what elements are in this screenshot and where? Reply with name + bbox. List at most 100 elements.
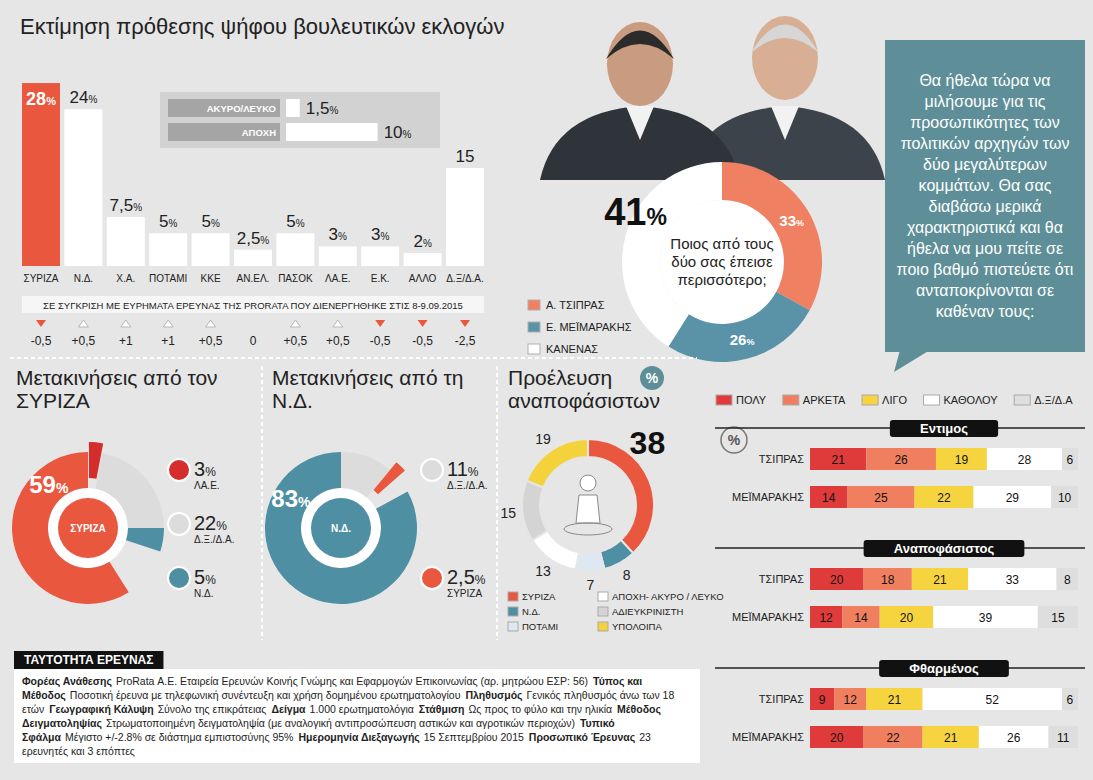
- comparison-strip: [22, 296, 484, 313]
- label-main: 33: [779, 212, 796, 229]
- label-unit: %: [298, 494, 311, 510]
- data-label: 20: [830, 731, 844, 745]
- data-label: 25: [874, 491, 888, 505]
- legend-label: ΠΟΤΑΜΙ: [522, 621, 558, 632]
- category-label: Δ.Ξ/Δ.Α.: [446, 273, 484, 284]
- data-label: 22: [886, 731, 900, 745]
- change-arrow: [460, 320, 470, 327]
- data-label: 21: [944, 731, 958, 745]
- label-main: 7,5: [110, 196, 134, 215]
- change-label: 0: [250, 334, 257, 348]
- slice: [126, 528, 164, 551]
- inset-band: [168, 123, 280, 141]
- category-label: ΤΣΙΠΡΑΣ: [759, 573, 804, 585]
- bar-segment: [810, 726, 864, 748]
- survey-label: Πληθυσμός: [465, 689, 522, 701]
- legend-badge: [168, 567, 190, 589]
- legend-label: ΛΙΓΟ: [882, 394, 907, 406]
- unit-badge: [721, 427, 747, 453]
- survey-text: Στρωματοποιημένη δειγματοληψία (με αναλο…: [106, 717, 575, 729]
- label-main: 3: [194, 458, 205, 480]
- change-label: -2,5: [455, 334, 476, 348]
- data-label: 12: [844, 693, 858, 707]
- icon: [564, 523, 612, 535]
- data-label: 26: [894, 453, 908, 467]
- category-label: Ν.Δ.: [331, 523, 351, 534]
- change-label: -0,5: [412, 334, 433, 348]
- bar: [446, 168, 484, 266]
- label-unit: %: [205, 465, 216, 479]
- data-label: 5%: [286, 212, 304, 231]
- label-main: 5: [194, 566, 205, 588]
- group-tab: [879, 660, 1009, 677]
- bar-segment: [915, 486, 974, 508]
- category-label: ΛΑ.Ε.: [194, 480, 220, 491]
- data-label: 13: [535, 563, 551, 579]
- label-main: 2,5: [237, 229, 261, 248]
- legend-swatch: [783, 395, 799, 405]
- chart-title: Μετακινήσεις από τη Ν.Δ.: [272, 366, 487, 412]
- category-label: ΑΛΛΟ: [409, 273, 437, 284]
- data-label: 11%: [447, 458, 479, 480]
- data-label: 6: [1067, 453, 1074, 467]
- label-main: 26: [730, 331, 747, 348]
- photo-shape: [607, 22, 673, 106]
- data-label: 59%: [29, 471, 69, 498]
- survey-text: 15 Σεπτεμβρίου 2015: [424, 731, 524, 743]
- label-unit: %: [746, 337, 754, 347]
- change-label: -0,5: [31, 334, 52, 348]
- bar-segment: [973, 486, 1051, 508]
- label-unit: %: [468, 465, 479, 479]
- label-unit: %: [168, 218, 177, 229]
- change-arrow: [36, 320, 46, 327]
- photo-shape: [752, 16, 818, 100]
- change-arrow: [206, 320, 216, 327]
- label-main: 10: [384, 123, 403, 142]
- category-label: Ε.Κ.: [371, 273, 390, 284]
- bar: [286, 123, 378, 141]
- group-tab: [890, 420, 998, 437]
- label-unit: %: [403, 129, 412, 140]
- bar: [276, 233, 314, 266]
- label-unit: %: [475, 573, 486, 587]
- data-label: 8: [1064, 573, 1071, 587]
- survey-label: Γεωγραφική Κάλυψη: [49, 703, 153, 715]
- slice: [668, 292, 809, 362]
- category-label: ΠΟΤΑΜΙ: [149, 273, 187, 284]
- bar: [192, 233, 230, 266]
- label-main: 3: [329, 225, 338, 244]
- label-unit: %: [211, 218, 220, 229]
- data-label: 15: [501, 505, 517, 521]
- label-main: 11: [447, 458, 468, 480]
- category-label: ΤΣΙΠΡΑΣ: [759, 693, 804, 705]
- legend-swatch: [598, 622, 608, 631]
- label-unit: %: [88, 94, 97, 105]
- data-label: 21: [831, 453, 845, 467]
- bar-segment: [1062, 688, 1078, 710]
- bar-segment: [979, 726, 1049, 748]
- survey-tab: [14, 651, 163, 669]
- data-label: 12: [819, 611, 833, 625]
- data-label: 3%: [194, 458, 216, 480]
- survey-label: Στάθμιση: [419, 703, 465, 715]
- label-unit: %: [56, 480, 69, 496]
- inset-bars: [286, 99, 378, 141]
- legend-swatch: [598, 592, 608, 601]
- chart-title: Μετακινήσεις από τον ΣΥΡΙΖΑ: [16, 366, 251, 412]
- data-label: 20: [830, 573, 844, 587]
- label-unit: %: [46, 95, 56, 107]
- bar: [361, 246, 399, 266]
- data-label: 33: [1006, 573, 1020, 587]
- photo-shape: [751, 25, 819, 54]
- photo-shape: [606, 31, 674, 60]
- legend-swatch: [862, 395, 878, 405]
- category-label: ΠΑΣΟΚ: [278, 273, 313, 284]
- bar: [64, 109, 102, 266]
- legend-swatch: [508, 592, 518, 601]
- label-main: 3: [371, 225, 380, 244]
- change-label: +0,5: [284, 334, 308, 348]
- legend-badge: [421, 567, 443, 589]
- bar-segment: [848, 486, 915, 508]
- data-label: 11: [1057, 731, 1070, 745]
- survey-text: Σύνολο της επικράτειας: [158, 703, 267, 715]
